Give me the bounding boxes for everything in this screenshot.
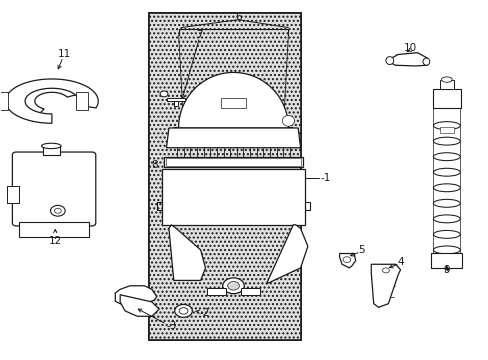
Ellipse shape [282,116,294,126]
Ellipse shape [432,184,459,192]
Ellipse shape [432,153,459,161]
Polygon shape [15,82,84,118]
Text: 4: 4 [396,257,403,267]
Bar [206,288,226,295]
Bar [174,101,178,107]
Ellipse shape [385,57,393,64]
Ellipse shape [432,230,459,238]
Bar [149,13,300,339]
FancyBboxPatch shape [12,152,96,226]
Text: 11: 11 [58,49,71,59]
Ellipse shape [441,77,451,82]
Bar [241,288,260,295]
Circle shape [160,91,167,97]
Polygon shape [173,72,293,128]
Bar [149,13,300,339]
Circle shape [382,268,388,273]
Bar [0,92,8,110]
Text: 10: 10 [403,43,416,53]
Text: 5: 5 [358,245,364,255]
Circle shape [50,206,65,216]
Circle shape [227,282,239,290]
Circle shape [342,257,350,262]
Bar [430,253,462,268]
Circle shape [223,278,244,294]
Polygon shape [386,53,427,66]
Polygon shape [266,225,307,284]
Bar [42,146,60,155]
Polygon shape [168,225,205,280]
Ellipse shape [41,143,61,149]
Ellipse shape [422,58,429,65]
Polygon shape [115,286,157,306]
Polygon shape [5,79,98,123]
Text: -2: -2 [199,308,209,318]
Ellipse shape [432,168,459,176]
Text: 9: 9 [443,265,449,275]
Bar [6,186,19,203]
Polygon shape [166,128,300,148]
Circle shape [174,305,192,318]
Bar [163,157,303,167]
Circle shape [54,208,61,213]
Polygon shape [339,253,355,268]
Text: 6: 6 [234,12,241,22]
Text: -3: -3 [166,321,177,331]
Bar [432,89,460,108]
Text: 12: 12 [49,236,62,246]
Ellipse shape [432,215,459,223]
Bar [76,92,88,110]
Text: -1: -1 [320,173,330,183]
Text: 8: 8 [151,159,157,170]
Bar [19,222,89,237]
Circle shape [179,308,187,314]
Bar [439,80,453,89]
Bar [166,158,300,166]
Bar [161,169,305,225]
Polygon shape [370,264,400,307]
Bar [439,127,453,134]
Ellipse shape [432,122,459,130]
Polygon shape [120,295,159,316]
Bar [167,98,184,101]
Text: 7: 7 [196,30,203,40]
Bar [221,98,245,108]
Ellipse shape [432,199,459,207]
Ellipse shape [432,137,459,145]
Ellipse shape [432,246,459,254]
